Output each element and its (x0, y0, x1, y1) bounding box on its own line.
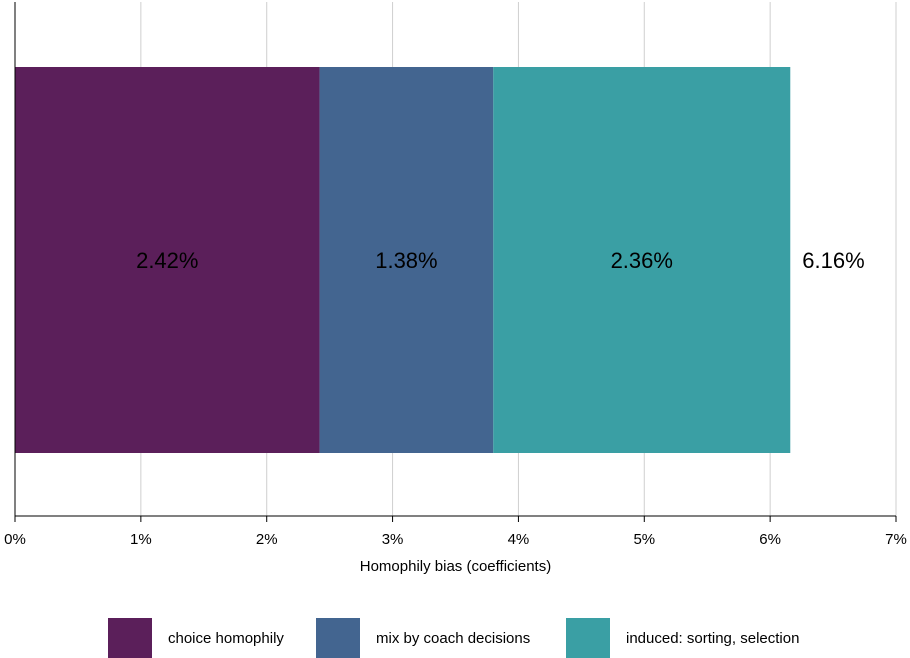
legend-label: mix by coach decisions (376, 630, 530, 647)
x-axis-title: Homophily bias (coefficients) (360, 558, 551, 575)
legend-swatch (316, 618, 360, 658)
segment-value-label: 2.42% (136, 248, 198, 273)
segment-value-label: 1.38% (375, 248, 437, 273)
x-tick-label: 6% (759, 531, 781, 548)
axes (14, 2, 896, 517)
legend-label: choice homophily (168, 630, 284, 647)
x-tick-label: 7% (885, 531, 907, 548)
segment-value-label: 2.36% (611, 248, 673, 273)
x-axis-ticks: 0% 1% 2% 3% 4% 5% 6% 7% (4, 516, 907, 548)
bar-segments (15, 67, 791, 453)
bar-segment (493, 67, 791, 453)
bar-segment (319, 67, 494, 453)
x-tick-label: 4% (508, 531, 530, 548)
x-tick-label: 2% (256, 531, 278, 548)
bar-segment (15, 67, 320, 453)
x-tick-label: 1% (130, 531, 152, 548)
x-tick-label: 3% (382, 531, 404, 548)
legend-label: induced: sorting, selection (626, 630, 799, 647)
x-tick-label: 5% (633, 531, 655, 548)
legend-swatch (108, 618, 152, 658)
x-tick-label: 0% (4, 531, 26, 548)
legend: choice homophily mix by coach decisions in… (108, 618, 799, 658)
total-value-label: 6.16% (802, 248, 864, 273)
legend-swatch (566, 618, 610, 658)
data-labels: 2.42% 1.38% 2.36% 6.16% (136, 248, 865, 273)
